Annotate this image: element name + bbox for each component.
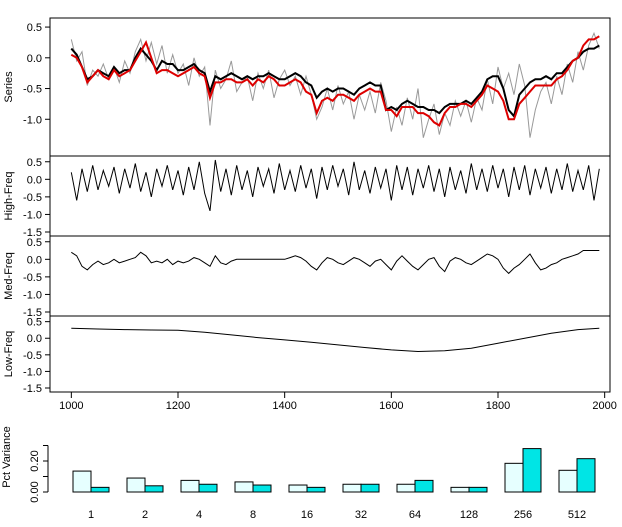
low-ylabel: Low-Freq	[3, 331, 15, 377]
variance-bar-8-1	[252, 484, 272, 493]
high-ylabel: High-Freq	[3, 172, 15, 221]
variance-bar-64-1	[414, 479, 434, 493]
variance-bar-32-0	[342, 483, 362, 493]
variance-bar-512-1	[576, 458, 596, 493]
variance-bar-1-0	[72, 470, 92, 493]
med-ytick-label: 0.5	[27, 237, 42, 249]
variance-bar-8-0	[234, 481, 254, 493]
med-ytick-label: -1.5	[23, 307, 42, 319]
med-ytick-label: 0.0	[27, 254, 42, 266]
x-tick-label: 1600	[379, 400, 403, 412]
series-ytick-label: -0.5	[23, 84, 42, 96]
series-ytick-label: 0.0	[27, 53, 42, 65]
x-tick-label: 1000	[59, 400, 83, 412]
variance-bar-16-1	[306, 486, 326, 493]
variance-category-label: 16	[301, 509, 313, 521]
series-ylabel: Series	[3, 71, 15, 103]
series-series-line-1	[70, 44, 600, 119]
x-tick-label: 1200	[166, 400, 190, 412]
variance-bar-4-0	[180, 479, 200, 493]
med-ytick-label: -1.0	[23, 289, 42, 301]
variance-category-label: 128	[460, 509, 478, 521]
low-ytick-label: -0.5	[23, 350, 42, 362]
series-ytick-label: -1.0	[23, 114, 42, 126]
high-series-line-0	[70, 159, 600, 212]
high-ytick-label: -1.5	[23, 227, 42, 239]
high-ytick-label: -0.5	[23, 192, 42, 204]
variance-bar-256-1	[522, 448, 542, 493]
high-ytick-label: 0.5	[27, 157, 42, 169]
low-series-line-0	[71, 327, 600, 353]
low-ytick-label: 0.5	[27, 317, 42, 329]
variance-category-label: 1	[88, 509, 94, 521]
variance-bar-128-1	[468, 486, 488, 493]
variance-category-label: 4	[196, 509, 202, 521]
variance-bar-64-0	[396, 483, 416, 493]
variance-ytick-label: 0.00	[29, 481, 41, 502]
high-ytick-label: 0.0	[27, 174, 42, 186]
variance-category-label: 64	[409, 509, 421, 521]
variance-ylabel: Pct Variance	[1, 426, 13, 488]
variance-bar-1-1	[90, 486, 110, 493]
variance-bar-2-0	[126, 477, 146, 493]
variance-bar-256-0	[504, 462, 524, 493]
high-ytick-label: -1.0	[23, 209, 42, 221]
x-tick-label: 1400	[272, 400, 296, 412]
variance-category-label: 256	[514, 509, 532, 521]
med-panel-frame	[49, 235, 611, 317]
variance-bar-512-0	[558, 469, 578, 493]
med-ytick-label: -0.5	[23, 272, 42, 284]
med-series-line-0	[71, 250, 600, 275]
x-tick-label: 1800	[486, 400, 510, 412]
low-panel-frame	[49, 315, 611, 393]
variance-ytick-label: 0.20	[29, 450, 41, 471]
variance-bar-32-1	[360, 483, 380, 493]
variance-category-label: 8	[250, 509, 256, 521]
series-ytick-label: 0.5	[27, 22, 42, 34]
low-ytick-label: 0.0	[27, 333, 42, 345]
low-ytick-label: -1.0	[23, 366, 42, 378]
x-tick-label: 2000	[592, 400, 616, 412]
series-series-line-2	[70, 35, 600, 127]
variance-bar-16-0	[288, 484, 308, 493]
variance-category-label: 512	[568, 509, 586, 521]
med-ylabel: Med-Freq	[3, 252, 15, 300]
variance-bar-4-1	[198, 483, 218, 493]
variance-category-label: 32	[355, 509, 367, 521]
variance-bar-2-1	[144, 485, 164, 493]
variance-category-label: 2	[142, 509, 148, 521]
series-series-line-0	[70, 31, 600, 138]
variance-bar-128-0	[450, 486, 470, 493]
low-ytick-label: -1.5	[23, 383, 42, 395]
